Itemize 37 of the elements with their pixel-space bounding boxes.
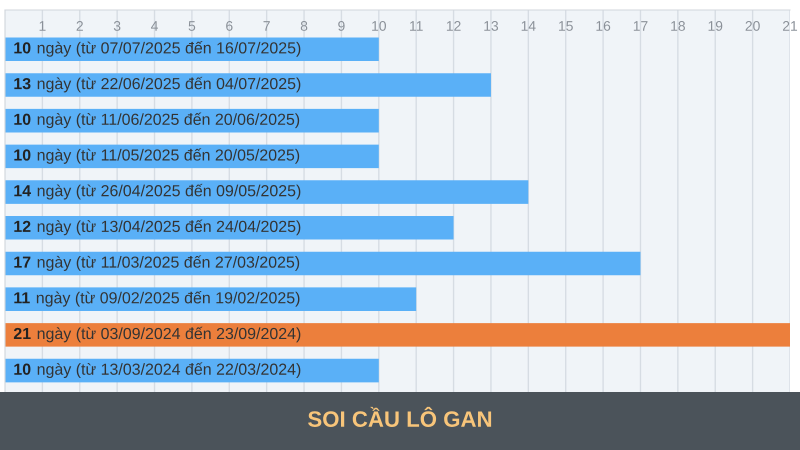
x-tick-label: 10	[372, 21, 386, 31]
x-tick-label: 3	[114, 21, 120, 31]
x-tick-label: 11	[410, 21, 423, 31]
x-tick-label: 4	[150, 21, 158, 31]
y-tick-label: 11 ngày (từ 09/02/2025 đến 19/02/2025)	[14, 291, 300, 307]
bar	[5, 323, 790, 347]
x-tick-label: 6	[226, 21, 233, 31]
x-tick-label: 21	[782, 21, 798, 31]
bar	[5, 73, 491, 97]
y-tick-label: 13 ngày (từ 22/06/2025 đến 04/07/2025)	[14, 76, 300, 92]
y-tick-label: 10 ngày (từ 11/05/2025 đến 20/05/2025)	[14, 148, 300, 164]
x-tick-label: 5	[188, 21, 196, 31]
y-tick-label: 10 ngày (từ 13/03/2024 đến 22/03/2024)	[14, 362, 300, 378]
text: SOI CẦU LÔ GAN	[308, 406, 492, 427]
x-tick-label: 7	[264, 21, 270, 31]
x-tick-label: 14	[522, 21, 536, 31]
x-tick-label: 16	[596, 21, 610, 31]
x-tick-label: 17	[634, 21, 648, 31]
x-tick-label: 20	[746, 21, 760, 31]
y-tick-label: 10 ngày (từ 11/06/2025 đến 20/06/2025)	[14, 112, 300, 128]
y-tick-label: 10 ngày (từ 07/07/2025 đến 16/07/2025)	[14, 41, 300, 57]
x-tick-label: 13	[484, 21, 498, 31]
x-tick-label: 9	[338, 21, 345, 31]
x-tick-label: 18	[671, 21, 685, 31]
x-tick-label: 2	[76, 21, 83, 31]
bar	[5, 216, 454, 240]
x-tick-label: 19	[708, 21, 722, 31]
y-tick-label: 14 ngày (từ 26/04/2025 đến 09/05/2025)	[14, 184, 300, 200]
x-tick-label: 15	[559, 21, 573, 31]
x-tick-label: 12	[446, 21, 461, 31]
x-tick-label: 1	[40, 21, 46, 31]
bar	[5, 252, 640, 276]
y-tick-label: 12 ngày (từ 13/04/2025 đến 24/04/2025)	[14, 220, 300, 236]
x-tick-label: 8	[300, 21, 308, 31]
y-tick-label: 17 ngày (từ 11/03/2025 đến 27/03/2025)	[14, 255, 300, 271]
y-tick-label: 21 ngày (từ 03/09/2024 đến 23/09/2024)	[14, 326, 300, 342]
bar	[5, 180, 528, 204]
